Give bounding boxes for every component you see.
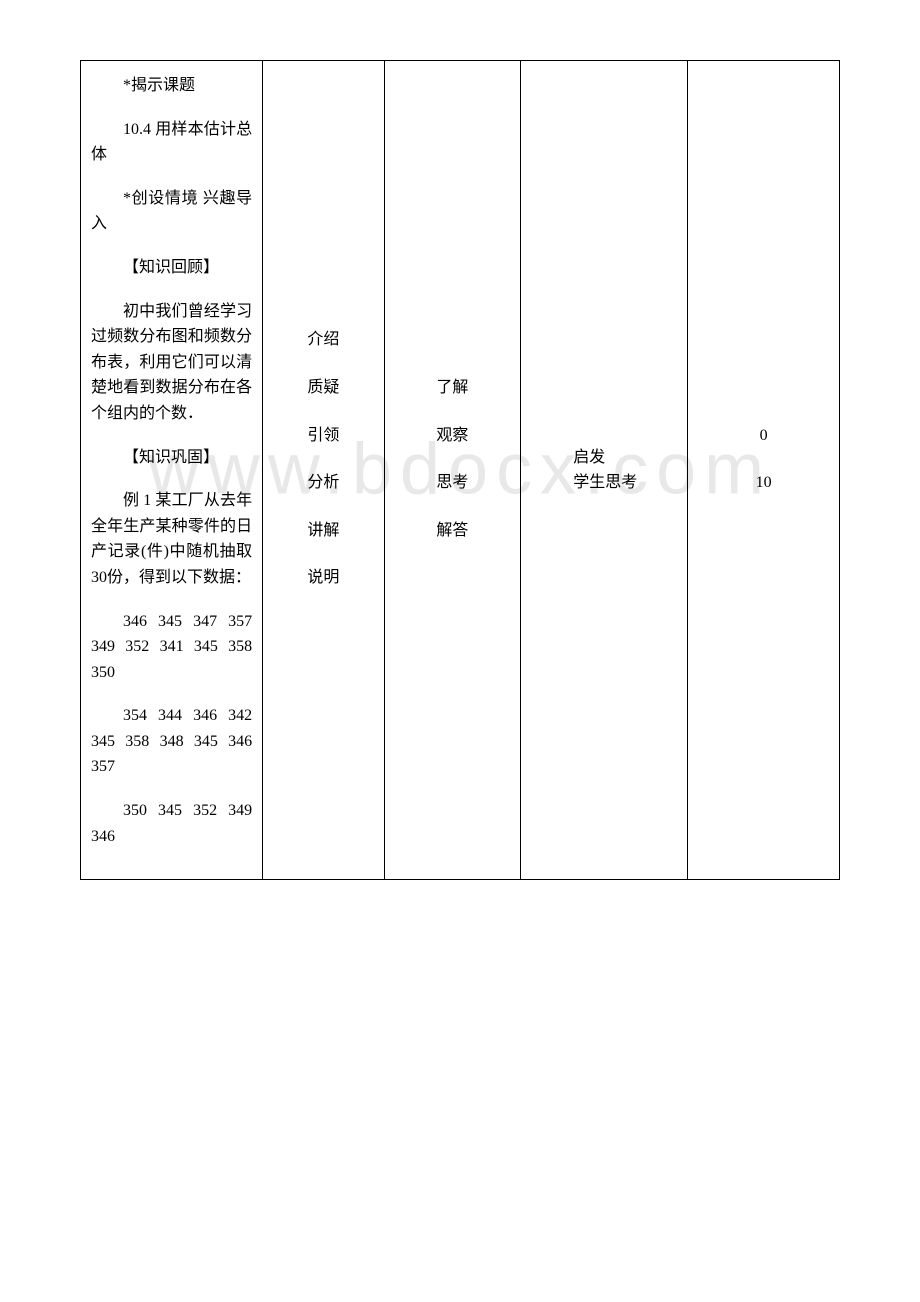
col2-l6: 说明 bbox=[273, 565, 373, 591]
col4-content: 启发 学生思考 bbox=[521, 61, 688, 880]
col1-content: *揭示课题 10.4 用样本估计总体 *创设情境 兴趣导入 【知识回顾】 初中我… bbox=[81, 61, 263, 880]
col3-l4: 解答 bbox=[395, 518, 511, 544]
col5-content: 0 10 bbox=[688, 61, 840, 880]
col3-l3: 思考 bbox=[395, 470, 511, 496]
col1-p7: 例 1 某工厂从去年全年生产某种零件的日产记录(件)中随机抽取 30份，得到以下… bbox=[91, 488, 252, 590]
col2-l5: 讲解 bbox=[273, 518, 373, 544]
col1-p1: *揭示课题 bbox=[91, 73, 252, 99]
col4-l2: 学生思考 bbox=[573, 474, 637, 491]
col2-l4: 分析 bbox=[273, 470, 373, 496]
col1-data1: 346 345 347 357 349 352 341 345 358 350 bbox=[91, 609, 252, 686]
col3-l2: 观察 bbox=[395, 423, 511, 449]
col1-p5: 初中我们曾经学习过频数分布图和频数分布表，利用它们可以清楚地看到数据分布在各个组… bbox=[91, 299, 252, 427]
col2-l1: 介绍 bbox=[273, 327, 373, 353]
col3-content: 了解 观察 思考 解答 bbox=[384, 61, 521, 880]
col4-l1: 启发 bbox=[573, 449, 605, 466]
col2-l3: 引领 bbox=[273, 423, 373, 449]
col1-p6: 【知识巩固】 bbox=[91, 445, 252, 471]
col1-p4: 【知识回顾】 bbox=[91, 255, 252, 281]
col2-l2: 质疑 bbox=[273, 375, 373, 401]
col2-content: 介绍 质疑 引领 分析 讲解 说明 bbox=[263, 61, 384, 880]
table-row: *揭示课题 10.4 用样本估计总体 *创设情境 兴趣导入 【知识回顾】 初中我… bbox=[81, 61, 840, 880]
col1-data3: 350 345 352 349 346 bbox=[91, 798, 252, 849]
col1-data2: 354 344 346 342 345 358 348 345 346 357 bbox=[91, 703, 252, 780]
col5-l2: 10 bbox=[698, 470, 829, 496]
lesson-plan-table: *揭示课题 10.4 用样本估计总体 *创设情境 兴趣导入 【知识回顾】 初中我… bbox=[80, 60, 840, 880]
col5-l1: 0 bbox=[698, 423, 829, 449]
col3-l1: 了解 bbox=[395, 375, 511, 401]
col1-p3: *创设情境 兴趣导入 bbox=[91, 186, 252, 237]
col1-p2: 10.4 用样本估计总体 bbox=[91, 117, 252, 168]
